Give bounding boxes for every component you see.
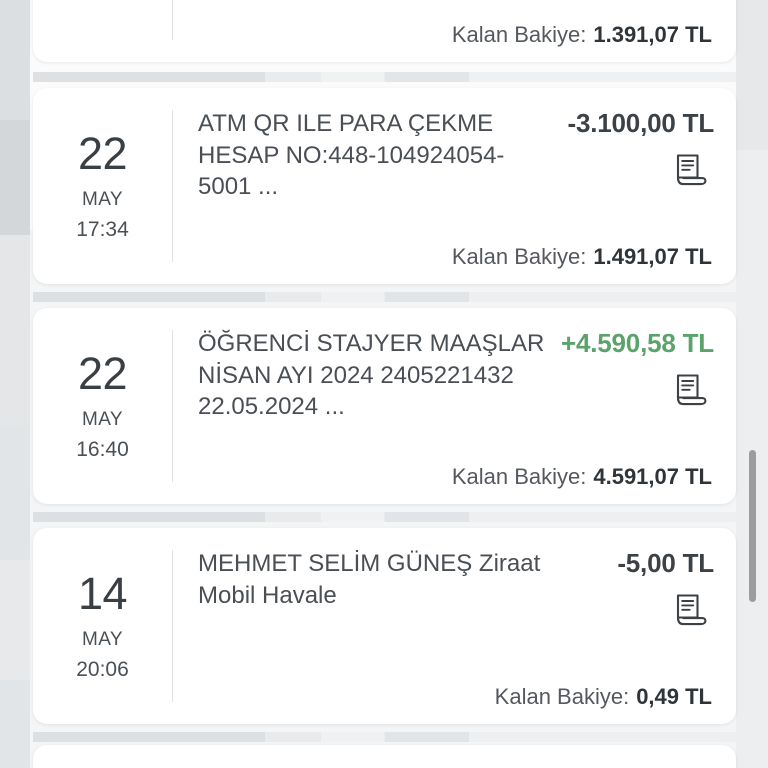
transaction-date-column: 22 MAY 16:40 (33, 308, 172, 504)
transaction-time: 17:56 (76, 0, 129, 5)
transaction-amount: +4.590,58 TL (561, 328, 714, 358)
remaining-balance-value: 0,49 TL (636, 684, 712, 709)
card-seam (33, 732, 736, 742)
remaining-balance-value: 1.491,07 TL (593, 244, 712, 269)
transaction-day: 22 (77, 347, 128, 399)
transaction-time: 17:34 (76, 217, 129, 241)
background-block (736, 0, 768, 768)
background-block (0, 120, 30, 235)
transaction-description: MEHMET SELİM GÜNEŞ Ziraat Mobil Havale (198, 550, 541, 609)
remaining-balance-label: Kalan Bakiye: (451, 464, 587, 489)
remaining-balance-value: 4.591,07 TL (593, 464, 712, 489)
transaction-card[interactable]: 14 MAY 20:06 MEHMET SELİM GÜNEŞ Ziraat M… (33, 528, 736, 724)
transaction-card[interactable] (33, 745, 736, 768)
transaction-day: 22 (77, 127, 128, 179)
transaction-date-column: 22 MAY 17:34 (33, 88, 172, 284)
transaction-description: ÖĞRENCİ STAJYER MAAŞLAR NİSAN AYI 2024 2… (198, 330, 545, 421)
scrollbar-thumb[interactable] (749, 450, 756, 602)
receipt-icon[interactable] (674, 593, 708, 631)
card-seam (33, 292, 736, 302)
receipt-icon[interactable] (674, 153, 708, 191)
transaction-card[interactable]: 22 MAY 17:34 ATM QR ILE PARA ÇEKME HESAP… (33, 88, 736, 284)
background-block (0, 235, 30, 425)
transaction-amount: -5,00 TL (617, 548, 714, 578)
transaction-amount: -3.100,00 TL (567, 108, 715, 138)
transaction-month: MAY (82, 408, 123, 430)
column-divider (172, 0, 173, 40)
transaction-date-column: 14 MAY 20:06 (33, 528, 172, 724)
transaction-month: MAY (82, 188, 123, 210)
transaction-card[interactable]: MAY 17:56 Kalan Bakiye:1.391,07 TL (33, 0, 736, 62)
background-block (0, 0, 30, 120)
transaction-time: 20:06 (76, 657, 129, 681)
card-seam (33, 512, 736, 522)
background-block (736, 0, 768, 150)
remaining-balance-label: Kalan Bakiye: (451, 22, 587, 47)
remaining-balance-row: Kalan Bakiye: 1.391,07 TL (198, 22, 714, 48)
transaction-time: 16:40 (76, 437, 129, 461)
card-seam (33, 72, 736, 82)
column-divider (172, 550, 173, 702)
column-divider (172, 110, 173, 262)
remaining-balance-row: Kalan Bakiye: 4.591,07 TL (198, 464, 714, 490)
background-block (0, 560, 30, 680)
transaction-day: 14 (77, 567, 128, 619)
remaining-balance-row: Kalan Bakiye: 0,49 TL (198, 684, 714, 710)
column-divider (172, 330, 173, 482)
transaction-card[interactable]: 22 MAY 16:40 ÖĞRENCİ STAJYER MAAŞLAR NİS… (33, 308, 736, 504)
remaining-balance-value: 1.391,07 TL (593, 22, 712, 47)
transaction-date-column: MAY 17:56 (33, 0, 172, 62)
transaction-month: MAY (82, 628, 123, 650)
remaining-balance-label: Kalan Bakiye: (494, 684, 630, 709)
remaining-balance-row: Kalan Bakiye: 1.491,07 TL (198, 244, 714, 270)
receipt-icon[interactable] (674, 373, 708, 411)
transaction-description: ATM QR ILE PARA ÇEKME HESAP NO:448-10492… (198, 110, 505, 201)
remaining-balance-label: Kalan Bakiye: (451, 244, 587, 269)
scrollbar-track[interactable] (750, 0, 758, 768)
